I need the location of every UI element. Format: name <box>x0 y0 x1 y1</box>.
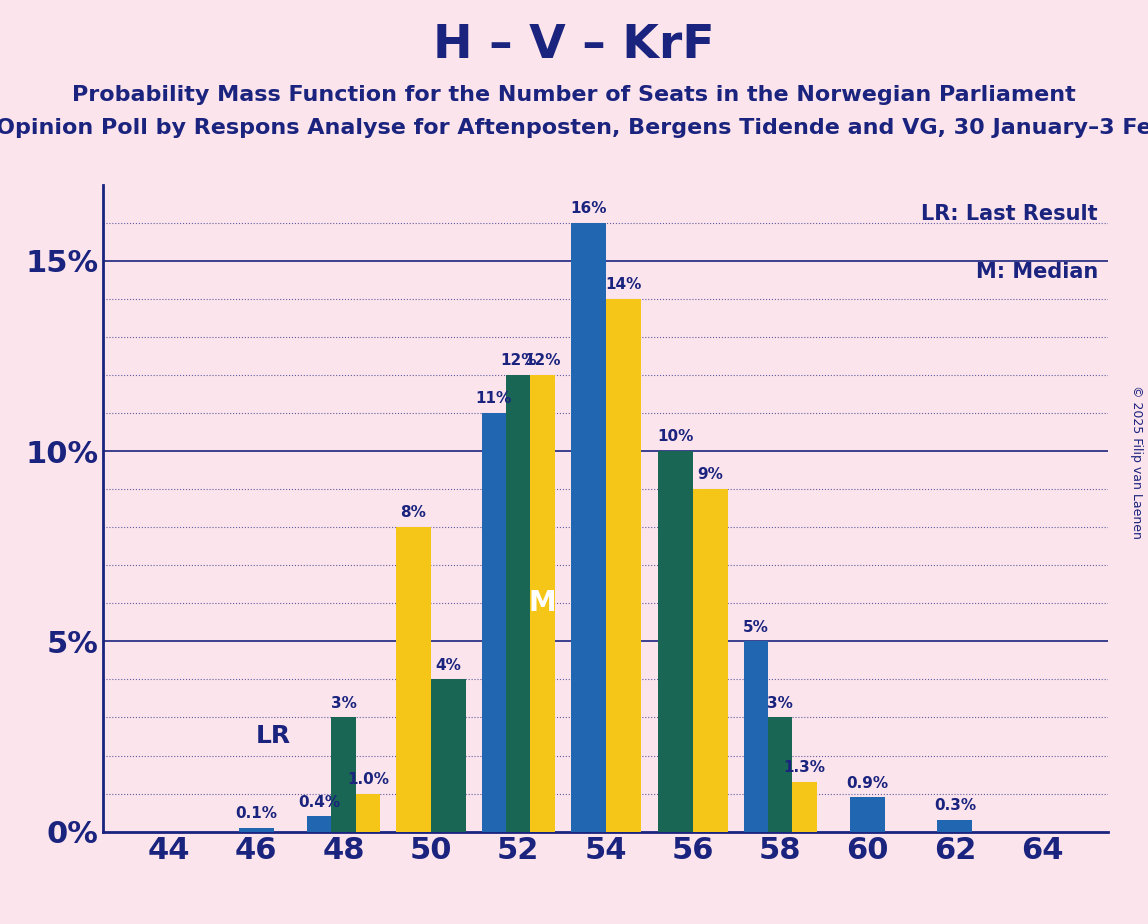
Text: © 2025 Filip van Laenen: © 2025 Filip van Laenen <box>1130 385 1143 539</box>
Text: 10%: 10% <box>658 430 693 444</box>
Bar <box>606 299 641 832</box>
Bar <box>239 828 273 832</box>
Text: 11%: 11% <box>475 391 512 407</box>
Text: Probability Mass Function for the Number of Seats in the Norwegian Parliament: Probability Mass Function for the Number… <box>72 85 1076 105</box>
Bar <box>744 641 768 832</box>
Bar <box>768 717 792 832</box>
Bar <box>938 821 972 832</box>
Text: 12%: 12% <box>525 353 561 368</box>
Text: 0.9%: 0.9% <box>846 775 889 791</box>
Text: 1.0%: 1.0% <box>347 772 389 786</box>
Text: M: Median: M: Median <box>976 262 1097 283</box>
Text: 8%: 8% <box>401 505 426 520</box>
Text: 9%: 9% <box>698 468 723 482</box>
Bar <box>693 489 728 832</box>
Bar <box>571 223 606 832</box>
Text: LR: Last Result: LR: Last Result <box>921 204 1097 225</box>
Text: 5%: 5% <box>743 619 769 635</box>
Text: LR: LR <box>256 724 292 748</box>
Text: 3%: 3% <box>331 696 357 711</box>
Text: H – V – KrF: H – V – KrF <box>433 23 715 68</box>
Bar <box>356 794 380 832</box>
Text: 14%: 14% <box>605 277 642 292</box>
Bar <box>851 797 885 832</box>
Bar <box>307 817 332 832</box>
Text: 12%: 12% <box>501 353 536 368</box>
Text: 0.4%: 0.4% <box>298 795 340 809</box>
Text: M: M <box>529 590 557 617</box>
Bar <box>658 451 693 832</box>
Bar <box>792 782 817 832</box>
Bar <box>506 375 530 832</box>
Text: 1.3%: 1.3% <box>784 760 825 775</box>
Bar <box>430 679 466 832</box>
Text: 3%: 3% <box>767 696 793 711</box>
Text: 4%: 4% <box>435 658 461 673</box>
Text: 0.1%: 0.1% <box>235 806 277 821</box>
Bar <box>530 375 554 832</box>
Text: 16%: 16% <box>569 201 606 216</box>
Text: 0.3%: 0.3% <box>934 798 976 813</box>
Bar <box>332 717 356 832</box>
Bar <box>481 413 506 832</box>
Text: Opinion Poll by Respons Analyse for Aftenposten, Bergens Tidende and VG, 30 Janu: Opinion Poll by Respons Analyse for Afte… <box>0 118 1148 139</box>
Bar <box>396 528 430 832</box>
